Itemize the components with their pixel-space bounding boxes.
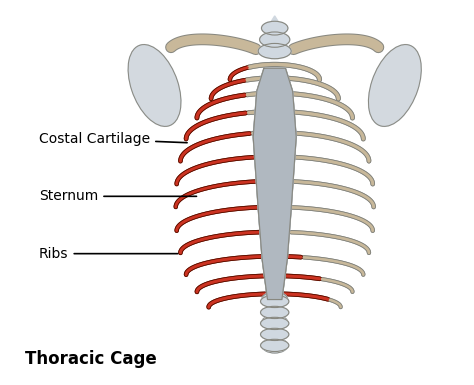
Polygon shape bbox=[253, 68, 296, 300]
Ellipse shape bbox=[262, 292, 288, 307]
Text: Thoracic Cage: Thoracic Cage bbox=[25, 350, 157, 368]
Polygon shape bbox=[269, 39, 280, 48]
Polygon shape bbox=[253, 68, 296, 300]
Ellipse shape bbox=[128, 45, 181, 126]
Text: Ribs: Ribs bbox=[39, 247, 178, 261]
Polygon shape bbox=[269, 16, 280, 25]
Ellipse shape bbox=[261, 295, 289, 308]
Ellipse shape bbox=[258, 44, 291, 59]
Text: Sternum: Sternum bbox=[39, 189, 197, 203]
Polygon shape bbox=[269, 27, 280, 37]
Ellipse shape bbox=[261, 339, 289, 352]
Ellipse shape bbox=[262, 21, 288, 35]
Ellipse shape bbox=[262, 315, 288, 330]
Ellipse shape bbox=[262, 338, 288, 353]
Text: Costal Cartilage: Costal Cartilage bbox=[39, 132, 187, 146]
Ellipse shape bbox=[261, 317, 289, 330]
Ellipse shape bbox=[368, 45, 421, 126]
Ellipse shape bbox=[261, 306, 289, 318]
Ellipse shape bbox=[261, 328, 289, 340]
Ellipse shape bbox=[260, 32, 290, 47]
